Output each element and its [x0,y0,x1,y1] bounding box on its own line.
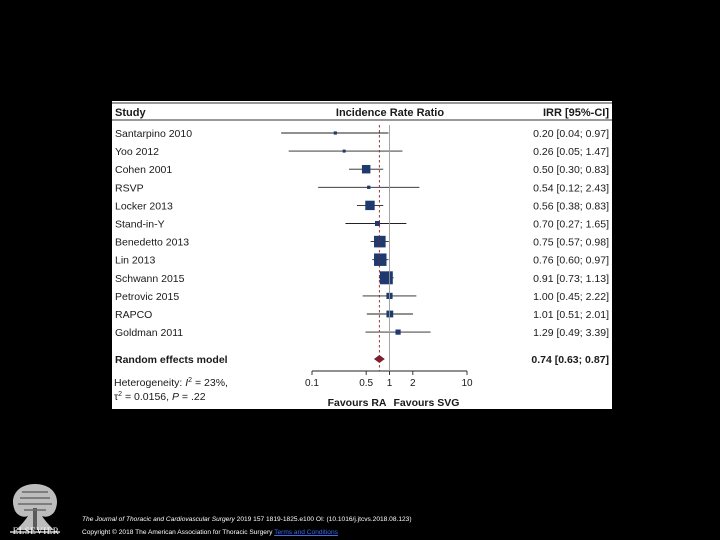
study-rows: Santarpino 2010 0.20 [0.04; 0.97] Yoo 2012… [115,128,609,339]
summary-value: 0.74 [0.63; 0.87] [531,354,609,366]
ci-value: 0.26 [0.05; 1.47] [533,146,609,158]
study-name: Schwann 2015 [115,273,185,285]
column-header-study: Study [115,107,146,119]
x-tick-label: 2 [410,378,416,389]
study-row: RSVP 0.54 [0.12; 2.43] [115,182,609,194]
ci-value: 0.56 [0.38; 0.83] [533,200,609,212]
effect-estimate-square [361,164,371,174]
study-name: Benedetto 2013 [115,237,189,249]
study-name: RAPCO [115,309,152,321]
p-symbol: P [172,391,179,403]
study-row: Petrovic 2015 1.00 [0.45; 2.22] [115,291,609,303]
ci-value: 0.70 [0.27; 1.65] [533,219,609,231]
study-row: RAPCO 1.01 [0.51; 2.01] [115,309,609,321]
citation-details: 2019 157 1819-1825.e100 OI: (10.1016/j.j… [234,516,412,523]
study-name: RSVP [115,182,144,194]
effect-estimate-square [374,253,387,266]
heterogeneity-line-2: τ2 = 0.0156, P = .22 [114,391,206,403]
effect-estimate-square [379,271,393,285]
i2-symbol: I [185,377,188,389]
study-name: Locker 2013 [115,200,173,212]
forest-plot-figure: Study Incidence Rate Ratio IRR [95%-CI] … [112,101,612,409]
column-header-ci: IRR [95%-CI] [543,107,609,119]
forest-plot: Study Incidence Rate Ratio IRR [95%-CI] … [112,102,612,409]
study-name: Santarpino 2010 [115,128,192,140]
study-row: Santarpino 2010 0.20 [0.04; 0.97] [115,128,609,140]
i2-value: = 23%, [192,377,228,389]
effect-estimate-square [374,220,381,227]
ci-value: 0.20 [0.04; 0.97] [533,128,609,140]
terms-and-conditions-link[interactable]: Terms and Conditions [274,529,338,536]
effect-estimate-square [395,329,401,335]
effect-estimate-square [374,235,386,248]
favours-left-label: Favours RA [328,397,387,409]
study-name: Lin 2013 [115,255,155,267]
elsevier-tree-logo [6,478,64,538]
tau-superscript: 2 [118,391,122,398]
effect-estimate-square [365,200,375,211]
x-axis: 0.1 0.5 1 2 10 Favours RA Favours SVG [305,370,473,409]
study-row: Schwann 2015 0.91 [0.73; 1.13] [115,271,609,285]
ci-value: 0.54 [0.12; 2.43] [533,182,609,194]
summary-group: Random effects model 0.74 [0.63; 0.87] [115,354,609,366]
column-header-axis-title: Incidence Rate Ratio [336,107,444,119]
study-name: Stand-in-Y [115,219,165,231]
study-row: Stand-in-Y 0.70 [0.27; 1.65] [115,219,609,231]
x-tick-label: 10 [461,378,473,389]
copyright-line: Copyright © 2018 The American Associatio… [82,529,338,536]
x-tick-label: 0.1 [305,378,319,389]
study-row: Lin 2013 0.76 [0.60; 0.97] [115,253,609,267]
citation-line: The Journal of Thoracic and Cardiovascul… [82,516,412,523]
study-name: Cohen 2001 [115,164,172,176]
ci-value: 0.76 [0.60; 0.97] [533,255,609,267]
tau-symbol: τ [114,391,119,403]
x-tick-label: 1 [387,378,393,389]
study-name: Yoo 2012 [115,146,159,158]
i2-superscript: 2 [188,377,192,384]
study-row: Benedetto 2013 0.75 [0.57; 0.98] [115,235,609,249]
study-name: Goldman 2011 [115,327,183,339]
summary-label: Random effects model [115,354,228,366]
publisher-name: ELSEVIER [12,526,60,536]
study-row: Locker 2013 0.56 [0.38; 0.83] [115,200,609,212]
ci-value: 0.75 [0.57; 0.98] [533,237,609,249]
ci-value: 1.00 [0.45; 2.22] [533,291,609,303]
journal-name: The Journal of Thoracic and Cardiovascul… [82,516,235,523]
copyright-text: Copyright © 2018 The American Associatio… [82,529,275,536]
study-row: Cohen 2001 0.50 [0.30; 0.83] [115,164,609,176]
heterogeneity-prefix: Heterogeneity: [114,377,185,389]
favours-right-label: Favours SVG [394,397,460,409]
effect-estimate-square [342,149,346,153]
study-row: Goldman 2011 1.29 [0.49; 3.39] [115,327,609,339]
tau-value: = 0.0156, [122,391,172,403]
study-name: Petrovic 2015 [115,291,179,303]
heterogeneity-line-1: Heterogeneity: I2 = 23%, [114,377,228,389]
summary-diamond [373,355,385,363]
ci-value: 1.01 [0.51; 2.01] [533,309,609,321]
p-value: = .22 [179,391,206,403]
study-row: Yoo 2012 0.26 [0.05; 1.47] [115,146,609,158]
effect-estimate-square [333,131,337,135]
ci-value: 0.50 [0.30; 0.83] [533,164,609,176]
ci-value: 1.29 [0.49; 3.39] [533,327,609,339]
x-tick-label: 0.5 [359,378,373,389]
ci-value: 0.91 [0.73; 1.13] [533,273,609,285]
effect-estimate-square [367,185,371,189]
